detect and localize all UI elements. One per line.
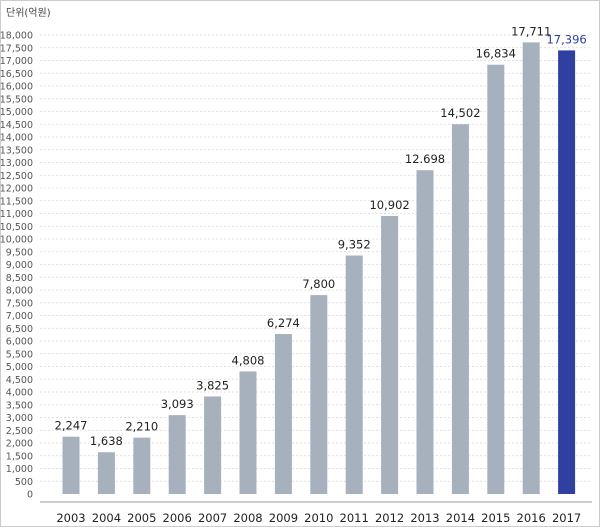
bar-2011 bbox=[345, 255, 363, 494]
y-tick-label: 2,500 bbox=[6, 426, 33, 437]
y-tick-label: 1,000 bbox=[6, 464, 33, 475]
y-tick-label: 17,000 bbox=[0, 56, 33, 67]
y-tick-label: 17,500 bbox=[0, 43, 33, 54]
y-tick-label: 12,500 bbox=[0, 171, 33, 182]
y-tick-label: 10,500 bbox=[0, 222, 33, 233]
bar-2006 bbox=[168, 415, 186, 494]
data-label-2016: 17,711 bbox=[511, 24, 551, 38]
x-tick-label-2003: 2003 bbox=[56, 511, 85, 525]
y-tick-label: 11,500 bbox=[0, 196, 33, 207]
y-tick-label: 3,500 bbox=[6, 400, 33, 411]
y-tick-label: 4,500 bbox=[6, 375, 33, 386]
data-label-2003: 2,247 bbox=[55, 419, 88, 433]
x-tick-label-2008: 2008 bbox=[233, 511, 262, 525]
x-tick-label-2014: 2014 bbox=[446, 511, 475, 525]
unit-label: 단위(억원) bbox=[6, 6, 51, 19]
x-tick-label-2010: 2010 bbox=[304, 511, 333, 525]
data-label-2008: 4,808 bbox=[232, 353, 265, 367]
y-tick-label: 16,500 bbox=[0, 69, 33, 80]
data-label-2017: 17,396 bbox=[546, 32, 586, 46]
y-tick-label: 1,500 bbox=[6, 451, 33, 462]
x-tick-label-2007: 2007 bbox=[198, 511, 227, 525]
y-tick-label: 13,000 bbox=[0, 158, 33, 169]
data-label-2013: 12.698 bbox=[405, 152, 445, 166]
y-tick-label: 7,000 bbox=[6, 311, 33, 322]
x-tick-label-2015: 2015 bbox=[481, 511, 510, 525]
bar-2004 bbox=[97, 452, 115, 494]
y-tick-label: 7,500 bbox=[6, 298, 33, 309]
y-tick-label: 2,000 bbox=[6, 439, 33, 450]
y-tick-label: 14,000 bbox=[0, 133, 33, 144]
x-tick-label-2011: 2011 bbox=[340, 511, 369, 525]
y-tick-label: 11,000 bbox=[0, 209, 33, 220]
bar-2013 bbox=[416, 170, 434, 495]
y-tick-label: 6,000 bbox=[6, 337, 33, 348]
bar-2016 bbox=[522, 42, 540, 494]
x-tick-label-2013: 2013 bbox=[410, 511, 439, 525]
bar-2017 bbox=[558, 50, 576, 494]
y-tick-label: 500 bbox=[15, 477, 33, 488]
y-tick-label: 5,000 bbox=[6, 362, 33, 373]
data-label-2004: 1,638 bbox=[90, 434, 123, 448]
bar-2009 bbox=[274, 334, 292, 494]
bar-2003 bbox=[62, 436, 80, 494]
bar-2010 bbox=[310, 295, 328, 494]
y-tick-label: 18,000 bbox=[0, 31, 33, 42]
bars bbox=[62, 42, 576, 495]
y-tick-label: 10,000 bbox=[0, 235, 33, 246]
data-label-2011: 9,352 bbox=[338, 238, 371, 252]
y-tick-label: 14,500 bbox=[0, 120, 33, 131]
x-tick-label-2004: 2004 bbox=[92, 511, 121, 525]
bar-2005 bbox=[133, 437, 151, 494]
x-axis-ticks: 2003 2004 2005 2006 2007 2008 2009 2010 2011 2012… bbox=[56, 511, 581, 525]
data-label-2014: 14,502 bbox=[440, 106, 480, 120]
x-tick-label-2005: 2005 bbox=[127, 511, 156, 525]
y-tick-label: 6,500 bbox=[6, 324, 33, 335]
bar-2008 bbox=[239, 371, 257, 494]
y-tick-label: 9,000 bbox=[6, 260, 33, 271]
bar-2015 bbox=[487, 64, 505, 494]
data-label-2006: 3,093 bbox=[161, 397, 194, 411]
x-tick-label-2017: 2017 bbox=[552, 511, 581, 525]
y-tick-label: 8,500 bbox=[6, 273, 33, 284]
x-tick-label-2016: 2016 bbox=[517, 511, 546, 525]
x-tick-label-2009: 2009 bbox=[269, 511, 298, 525]
y-tick-label: 8,000 bbox=[6, 286, 33, 297]
y-tick-label: 5,500 bbox=[6, 349, 33, 360]
y-tick-label: 9,500 bbox=[6, 247, 33, 258]
data-label-2015: 16,834 bbox=[476, 47, 516, 61]
y-tick-label: 12,000 bbox=[0, 184, 33, 195]
bar-2007 bbox=[204, 396, 222, 494]
data-label-2007: 3,825 bbox=[196, 378, 229, 392]
y-tick-label: 16,000 bbox=[0, 82, 33, 93]
y-tick-label: 15,500 bbox=[0, 94, 33, 105]
y-tick-label: 3,000 bbox=[6, 413, 33, 424]
y-tick-label: 0 bbox=[27, 490, 33, 501]
x-tick-label-2006: 2006 bbox=[163, 511, 192, 525]
bar-2014 bbox=[451, 124, 469, 494]
data-label-2012: 10,902 bbox=[369, 198, 409, 212]
y-tick-label: 13,500 bbox=[0, 145, 33, 156]
x-tick-label-2012: 2012 bbox=[375, 511, 404, 525]
data-label-2005: 2,210 bbox=[125, 420, 158, 434]
y-tick-label: 4,000 bbox=[6, 388, 33, 399]
data-label-2009: 6,274 bbox=[267, 316, 300, 330]
y-tick-label: 15,000 bbox=[0, 107, 33, 118]
data-label-2010: 7,800 bbox=[302, 277, 335, 291]
bar-2012 bbox=[381, 215, 399, 494]
